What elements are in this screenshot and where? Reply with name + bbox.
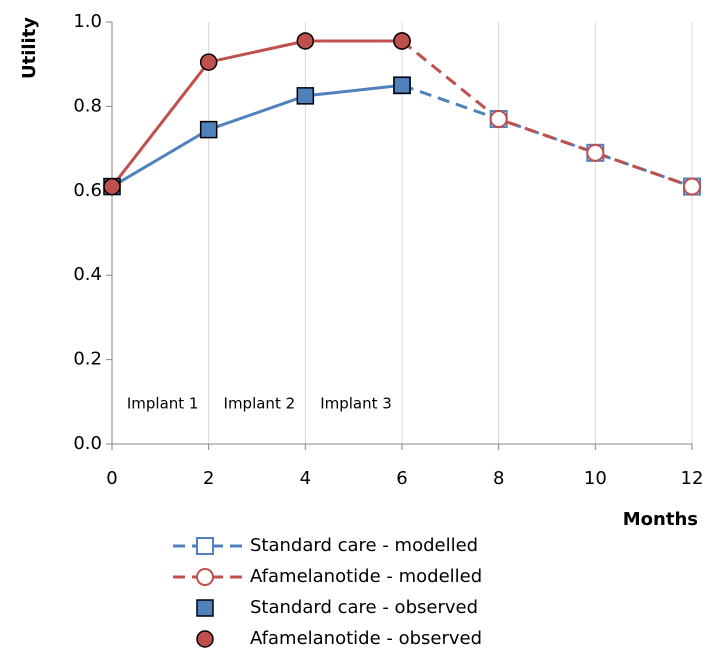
legend-marker [196, 537, 214, 555]
data-point [296, 87, 315, 105]
x-tick-label: 4 [300, 468, 311, 489]
y-tick-label: 0.4 [73, 264, 102, 285]
data-point [393, 76, 411, 95]
data-point [586, 143, 605, 162]
x-tick-label: 8 [493, 468, 504, 489]
annotation: Implant 3 [320, 394, 392, 412]
data-point [683, 177, 701, 196]
series-line [401, 39, 693, 188]
x-tick-label: 12 [681, 468, 704, 489]
data-point [296, 32, 315, 50]
legend-label: Afamelanotide - modelled [250, 566, 482, 587]
y-tick-label: 0.2 [73, 349, 102, 370]
x-tick-label: 6 [396, 468, 407, 489]
data-point [489, 110, 508, 129]
y-axis-label: Utility [19, 17, 40, 79]
annotation: Implant 1 [127, 394, 199, 412]
series-line [110, 39, 402, 188]
legend-label: Standard care - observed [250, 597, 478, 618]
legend-label: Afamelanotide - observed [250, 628, 482, 649]
y-tick-label: 1.0 [73, 11, 102, 32]
x-tick-label: 0 [106, 468, 117, 489]
x-tick-label: 2 [203, 468, 214, 489]
x-axis-label: Months [623, 509, 698, 530]
y-tick-label: 0.8 [73, 95, 102, 116]
data-point [103, 177, 121, 196]
annotation: Implant 2 [224, 394, 296, 412]
x-tick-label: 10 [584, 468, 607, 489]
legend-marker [196, 630, 214, 648]
y-tick-label: 0.6 [73, 180, 102, 201]
series-line [111, 83, 403, 188]
data-point [393, 32, 411, 50]
data-point [199, 53, 218, 71]
y-tick-label: 0.0 [73, 433, 102, 454]
legend-marker [196, 599, 214, 617]
legend-marker [196, 568, 214, 586]
data-point [199, 120, 218, 139]
legend-label: Standard care - modelled [250, 535, 478, 556]
